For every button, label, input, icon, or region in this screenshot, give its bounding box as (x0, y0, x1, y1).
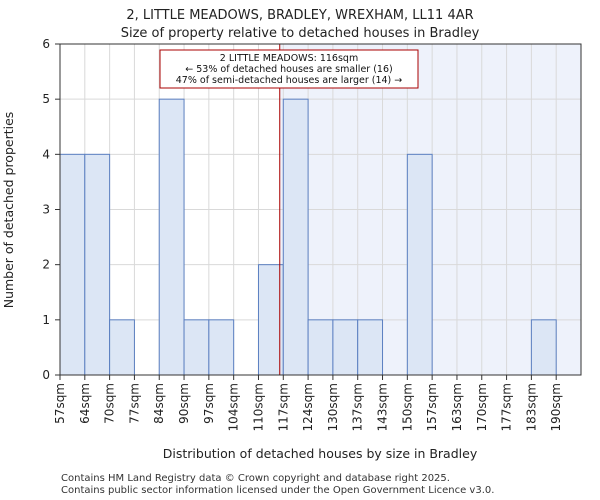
bar-137sqm (357, 319, 384, 376)
x-tick-label: 64sqm (78, 383, 92, 424)
x-tick-label: 70sqm (103, 383, 117, 424)
x-tick-label: 150sqm (400, 383, 414, 431)
bar-64sqm (84, 153, 111, 376)
bar-84sqm (158, 98, 185, 376)
y-tick-label: 1 (42, 313, 50, 327)
y-tick-label: 3 (42, 203, 50, 217)
x-tick-label: 190sqm (549, 383, 563, 431)
annotation-line-2: ← 53% of detached houses are smaller (16… (185, 64, 392, 75)
y-tick-label: 4 (42, 147, 50, 161)
footer-line-1: Contains HM Land Registry data © Crown c… (61, 473, 450, 484)
bar-150sqm (406, 153, 433, 376)
chart-subtitle: Size of property relative to detached ho… (121, 26, 480, 41)
y-tick-label: 2 (42, 258, 50, 272)
x-tick-label: 90sqm (177, 383, 191, 424)
footer-line-2: Contains public sector information licen… (61, 485, 495, 496)
bar-130sqm (332, 319, 359, 376)
marker-annotation: 2 LITTLE MEADOWS: 116sqm ← 53% of detach… (159, 49, 419, 89)
x-tick-label: 77sqm (127, 383, 141, 424)
annotation-box (159, 49, 419, 89)
chart-title: 2, LITTLE MEADOWS, BRADLEY, WREXHAM, LL1… (126, 8, 473, 23)
x-tick-label: 97sqm (202, 383, 216, 424)
x-tick-label: 157sqm (425, 383, 439, 431)
y-tick-label: 5 (42, 92, 50, 106)
bar-97sqm (208, 319, 235, 376)
x-tick-label: 84sqm (152, 383, 166, 424)
bar-90sqm (183, 319, 210, 376)
x-tick-label: 110sqm (251, 383, 265, 431)
bar-70sqm (109, 319, 135, 376)
x-tick-label: 143sqm (376, 383, 390, 431)
footer: Contains HM Land Registry data © Crown c… (61, 473, 494, 497)
x-axis: 57sqm 64sqm 70sqm 77sqm 84sqm 90sqm 97sqm 104sq… (53, 375, 563, 431)
bars (59, 98, 557, 376)
x-tick-label: 130sqm (326, 383, 340, 431)
x-tick-label: 183sqm (524, 383, 538, 431)
x-tick-label: 137sqm (351, 383, 365, 431)
x-axis-label: Distribution of detached houses by size … (163, 446, 478, 461)
annotation-line-1: 2 LITTLE MEADOWS: 116sqm (220, 53, 358, 64)
bar-110sqm (257, 264, 284, 376)
x-tick-label: 170sqm (475, 383, 489, 431)
y-axis-label: Number of detached properties (1, 112, 16, 309)
x-tick-label: 57sqm (53, 383, 67, 424)
y-axis: 0 1 2 3 4 5 6 (42, 37, 60, 382)
y-tick-label: 0 (42, 368, 50, 382)
x-tick-label: 163sqm (450, 383, 464, 431)
y-tick-label: 6 (42, 37, 50, 51)
annotation-line-3: 47% of semi-detached houses are larger (… (176, 75, 403, 86)
x-tick-label: 117sqm (276, 383, 290, 431)
bar-117sqm (282, 98, 309, 376)
bar-124sqm (307, 319, 334, 376)
bar-57sqm (59, 153, 86, 376)
bar-183sqm (530, 319, 557, 376)
x-tick-label: 104sqm (227, 383, 241, 431)
x-tick-label: 124sqm (301, 383, 315, 431)
x-tick-label: 177sqm (500, 383, 514, 431)
